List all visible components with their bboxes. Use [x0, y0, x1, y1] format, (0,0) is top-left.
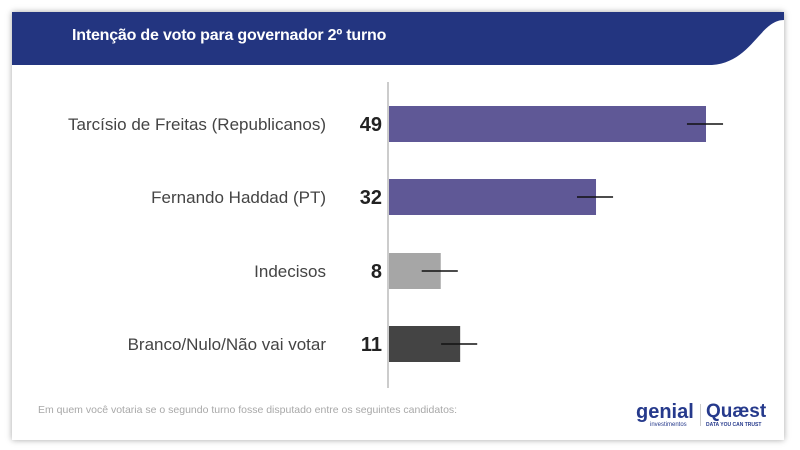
bar — [389, 179, 597, 215]
category-label: Fernando Haddad (PT) — [151, 188, 326, 207]
data-label: 11 — [361, 334, 382, 356]
category-label: Tarcísio de Freitas (Republicanos) — [68, 115, 326, 134]
bar — [389, 106, 706, 142]
footer-note: Em quem você votaria se o segundo turno … — [38, 404, 458, 416]
category-label: Branco/Nulo/Não vai votar — [128, 335, 327, 354]
header-band — [12, 12, 784, 65]
genial-logo: genial investimentos — [636, 401, 694, 428]
chart-card — [12, 12, 784, 440]
chart-title: Intenção de voto para governador 2º turn… — [72, 27, 387, 44]
logo-divider — [700, 404, 701, 426]
data-label: 32 — [360, 187, 382, 209]
quaest-logo: Quæst DATA YOU CAN TRUST — [706, 401, 767, 428]
data-label: 49 — [360, 114, 382, 136]
category-label: Indecisos — [254, 262, 326, 281]
data-label: 8 — [371, 261, 382, 283]
